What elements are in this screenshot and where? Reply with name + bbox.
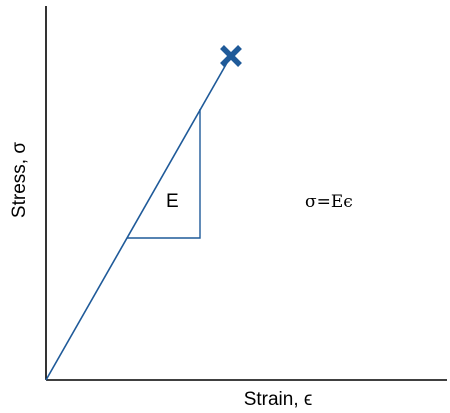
fracture-x-mark-icon: [220, 45, 242, 67]
x-axis-label: Strain, ϵ: [244, 389, 313, 410]
slope-triangle: [127, 109, 201, 239]
y-axis-label: Stress, σ: [9, 142, 30, 218]
fracture-mark-stroke-2: [220, 45, 242, 67]
stress-strain-line: [45, 60, 229, 381]
slope-label: E: [166, 191, 179, 212]
hookes-law-equation: σ=Eϵ: [305, 192, 353, 212]
